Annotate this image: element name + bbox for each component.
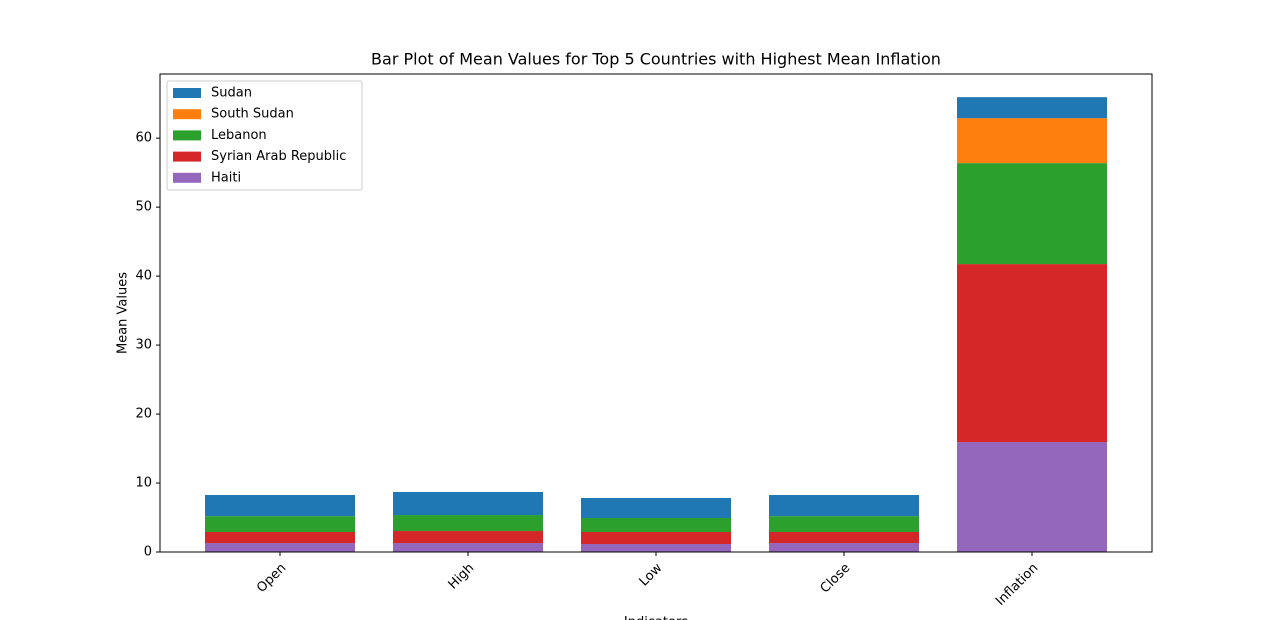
bar-segment bbox=[957, 442, 1107, 552]
legend-swatch bbox=[173, 88, 201, 98]
bar-segment bbox=[957, 97, 1107, 119]
legend-box bbox=[166, 80, 363, 191]
legend-label: South Sudan bbox=[211, 107, 294, 122]
x-tick-label: High bbox=[446, 561, 478, 593]
bar-segment bbox=[957, 163, 1107, 265]
y-tick-label: 20 bbox=[135, 407, 152, 422]
bar-segment bbox=[393, 491, 543, 516]
bar-segment bbox=[393, 515, 543, 532]
y-tick-label: 30 bbox=[135, 338, 152, 353]
bar-segment bbox=[581, 517, 731, 532]
bar-segment bbox=[581, 531, 731, 544]
chart-title: Bar Plot of Mean Values for Top 5 Countr… bbox=[371, 50, 941, 69]
plot-frame bbox=[159, 73, 1153, 553]
x-tick-label: Close bbox=[818, 561, 854, 597]
legend-label: Syrian Arab Republic bbox=[211, 149, 346, 164]
bar-segment bbox=[769, 516, 919, 532]
bar-segment bbox=[393, 543, 543, 552]
legend-label: Sudan bbox=[211, 86, 252, 101]
bar-segment bbox=[205, 531, 355, 544]
y-axis-label: Mean Values bbox=[116, 272, 131, 354]
x-tick-label: Low bbox=[637, 560, 666, 589]
y-tick-label: 50 bbox=[135, 200, 152, 215]
y-tick-label: 60 bbox=[135, 131, 152, 146]
bar-segment bbox=[581, 497, 731, 518]
legend-swatch bbox=[173, 151, 201, 162]
bar-segment bbox=[205, 543, 355, 552]
legend-label: Lebanon bbox=[211, 128, 267, 143]
bar-segment bbox=[581, 543, 731, 552]
legend-swatch bbox=[173, 130, 201, 141]
y-tick-label: 40 bbox=[135, 269, 152, 284]
legend-label: Haiti bbox=[211, 170, 241, 185]
y-tick-label: 0 bbox=[144, 545, 152, 560]
bar-segment bbox=[769, 495, 919, 517]
bar-segment bbox=[957, 118, 1107, 164]
bar-segment bbox=[205, 516, 355, 532]
legend-swatch bbox=[173, 109, 201, 120]
bar-segment bbox=[393, 531, 543, 544]
x-axis-label: Indicators bbox=[624, 615, 688, 620]
x-tick-label: Inflation bbox=[993, 561, 1041, 609]
legend-swatch bbox=[173, 172, 201, 183]
x-tick-label: Open bbox=[254, 561, 289, 596]
bar-segment bbox=[769, 543, 919, 552]
bar-segment bbox=[769, 531, 919, 544]
bar-segment bbox=[957, 264, 1107, 443]
y-tick-label: 10 bbox=[135, 476, 152, 491]
bar-segment bbox=[205, 495, 355, 517]
